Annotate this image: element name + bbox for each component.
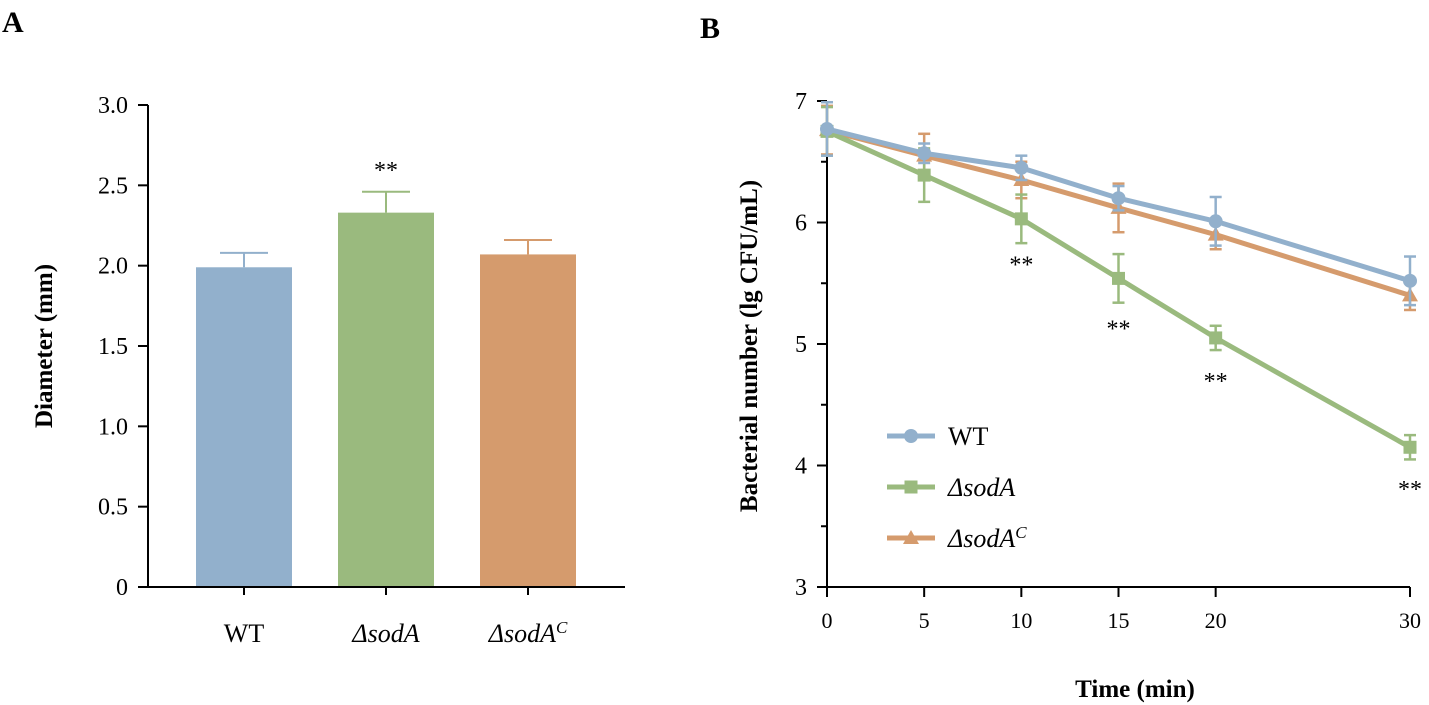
series-sodA (820, 105, 1417, 461)
x-tick-label: 5 (919, 608, 930, 633)
y-tick-label: 1.5 (98, 334, 128, 360)
legend-label: ΔsodA (947, 473, 1015, 502)
data-point (1112, 271, 1125, 285)
x-tick-label: WT (224, 619, 265, 648)
x-tick-label: ΔsodAC (488, 618, 568, 648)
x-tick-label: 30 (1399, 608, 1421, 633)
panel-b-ylabel: Bacterial number (lg CFU/mL) (736, 180, 763, 512)
y-tick-label: 6 (795, 211, 807, 237)
bar (196, 267, 292, 586)
series-line (826, 126, 1411, 284)
significance-label: ** (1398, 477, 1422, 503)
data-point (917, 168, 931, 182)
data-point (1208, 214, 1223, 229)
y-tick-label: 3 (795, 575, 807, 601)
x-tick-label: 15 (1108, 608, 1130, 633)
y-tick-label: 2.5 (98, 173, 128, 199)
x-tick-label: ΔsodA (351, 619, 419, 648)
data-point (1014, 212, 1028, 226)
y-tick-label: 0.5 (98, 495, 128, 521)
data-point (917, 146, 932, 161)
significance-label: ** (1107, 317, 1131, 343)
panel-b-line-chart: 3 4 5 6 7 0 5 10 15 20 30 ** ** ** ** WT ΔsodA ΔsodAC (795, 89, 1422, 633)
significance-label: ** (374, 158, 398, 184)
y-tick-label: 3.0 (98, 93, 128, 119)
y-tick-label: 5 (795, 332, 807, 358)
legend-item: ΔsodAC (887, 523, 1027, 553)
legend-label: WT (948, 422, 989, 451)
y-tick-label: 1.0 (98, 414, 128, 440)
y-tick-label: 0 (116, 575, 128, 601)
bar (480, 254, 576, 587)
y-tick-label: 2.0 (98, 254, 128, 280)
y-tick-label: 7 (795, 89, 807, 115)
data-point (1111, 191, 1126, 206)
data-point (1209, 331, 1223, 345)
data-point (1014, 160, 1029, 175)
panel-a-ylabel: Diameter (mm) (31, 264, 58, 428)
panel-a-bar-chart: 0 0.5 1.0 1.5 2.0 2.5 3.0 WT ** ΔsodA ΔsodAC (98, 93, 625, 648)
bar (338, 212, 434, 586)
legend: WT ΔsodA ΔsodAC (887, 422, 1027, 553)
data-point (820, 121, 834, 136)
x-tick-label: 10 (1010, 608, 1032, 633)
panel-b-xlabel: Time (min) (1075, 676, 1195, 703)
series-wt (820, 100, 1417, 307)
legend-item: WT (887, 422, 989, 451)
significance-label: ** (1204, 369, 1228, 395)
data-point (1403, 273, 1417, 288)
legend-marker (904, 480, 918, 494)
legend-marker (904, 429, 918, 443)
x-tick-label: 0 (822, 608, 833, 633)
legend-label: ΔsodAC (947, 523, 1027, 553)
legend-marker (903, 530, 919, 544)
legend-item: ΔsodA (887, 473, 1015, 502)
panel-a-label: A (2, 6, 24, 39)
data-point (1403, 440, 1417, 454)
y-tick-label: 4 (795, 454, 807, 480)
panel-b-label: B (700, 12, 720, 45)
significance-label: ** (1009, 252, 1033, 278)
series-line (825, 129, 1412, 450)
x-tick-label: 20 (1205, 608, 1227, 633)
